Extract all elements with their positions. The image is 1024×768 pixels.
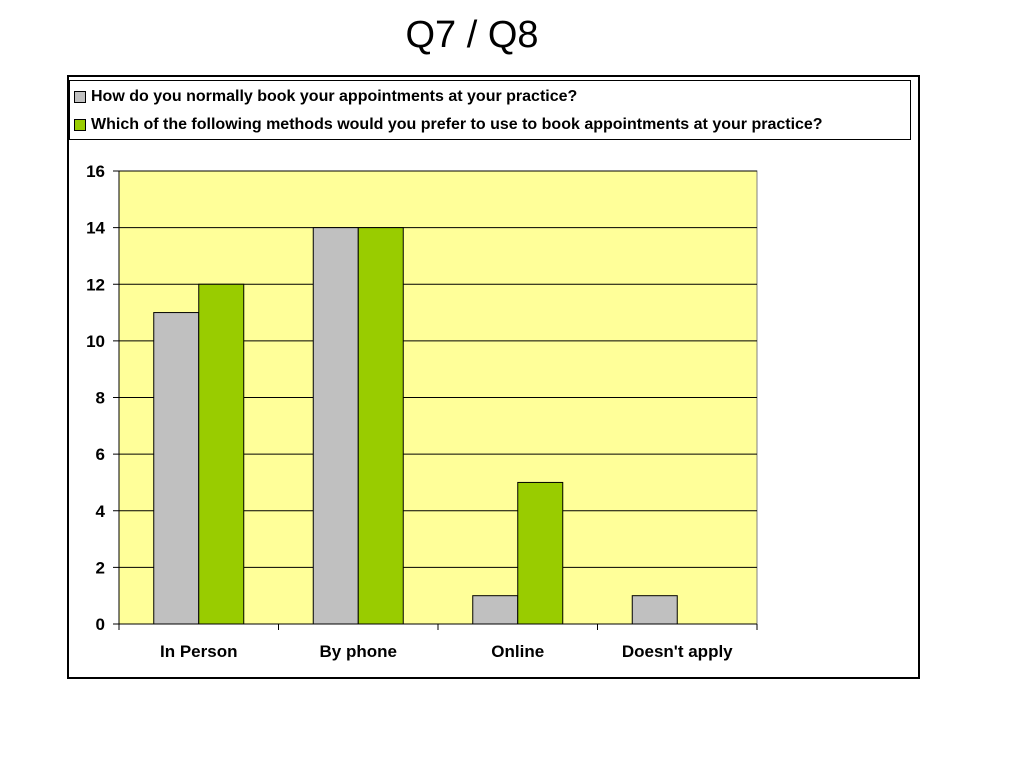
bar-series-1-0 [153, 312, 200, 625]
bar-series-2-1 [357, 227, 404, 625]
x-tick-label: In Person [160, 642, 237, 661]
y-tick-label: 10 [86, 332, 105, 351]
bar-series-1-3 [631, 595, 678, 625]
bar-series-1-2 [472, 595, 519, 625]
legend-label-series-2: Which of the following methods would you… [91, 116, 823, 133]
y-tick-label: 8 [96, 389, 105, 408]
bar-series-1-1 [312, 227, 359, 625]
y-tick-label: 2 [96, 558, 105, 577]
y-tick-label: 12 [86, 275, 105, 294]
axis-labels: 0 2 4 6 8 10 12 14 16 In Person By phone Online Does… [86, 162, 733, 661]
legend-swatch-series-2 [74, 119, 86, 131]
x-tick-label: By phone [320, 642, 397, 661]
y-tick-label: 16 [86, 162, 105, 181]
y-tick-label: 6 [96, 445, 105, 464]
legend: How do you normally book your appointmen… [69, 80, 911, 140]
x-tick-label: Doesn't apply [622, 642, 733, 661]
legend-label-series-1: How do you normally book your appointmen… [91, 88, 578, 105]
bar-series-2-0 [198, 283, 245, 625]
x-tick-label: Online [491, 642, 544, 661]
legend-item-series-2: Which of the following methods would you… [74, 115, 823, 135]
y-tick-label: 0 [96, 615, 105, 634]
axes [113, 170, 758, 630]
y-tick-label: 14 [86, 219, 105, 238]
chart-title: Q7 / Q8 [405, 14, 539, 56]
legend-item-series-1: How do you normally book your appointmen… [74, 87, 577, 107]
legend-swatch-series-1 [74, 91, 86, 103]
bar-series-2-2 [517, 481, 564, 625]
y-tick-label: 4 [96, 502, 106, 521]
bars [153, 227, 678, 625]
